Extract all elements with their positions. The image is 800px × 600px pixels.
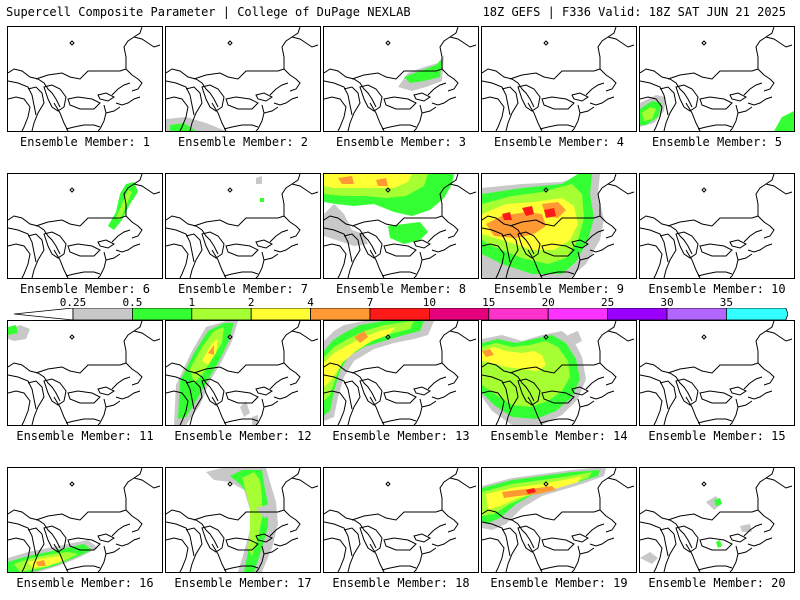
ensemble-member-label: Ensemble Member: 18: [332, 576, 470, 590]
colorbar-segment: [310, 308, 371, 320]
ensemble-member-label: Ensemble Member: 1: [19, 135, 151, 149]
ensemble-member-map: [165, 173, 321, 279]
colorbar: [14, 308, 788, 320]
colorbar-tick-label: 0.5: [122, 296, 143, 309]
member-map-graphic: [8, 27, 161, 131]
ensemble-member-map: [639, 320, 795, 426]
ensemble-member-label: Ensemble Member: 20: [648, 576, 786, 590]
member-map-graphic: [324, 27, 477, 131]
member-map-graphic: [482, 468, 635, 572]
ensemble-member-label: Ensemble Member: 19: [490, 576, 628, 590]
ensemble-member-label: Ensemble Member: 13: [332, 429, 470, 443]
colorbar-tick-label: 7: [366, 296, 374, 309]
member-map-graphic: [640, 468, 793, 572]
ensemble-member-map: [481, 467, 637, 573]
colorbar-tick-label: 35: [719, 296, 734, 309]
ensemble-member-label: Ensemble Member: 16: [16, 576, 154, 590]
ensemble-member-label: Ensemble Member: 6: [19, 282, 151, 296]
member-map-graphic: [640, 174, 793, 278]
ensemble-member-map: [639, 467, 795, 573]
colorbar-tick-label: 4: [307, 296, 314, 309]
colorbar-segment: [428, 308, 490, 320]
member-map-graphic: [166, 321, 319, 425]
colorbar-tick-label: 10: [422, 296, 437, 309]
colorbar-tick-label: 0.25: [59, 296, 87, 309]
colorbar-segment: [132, 308, 193, 320]
colorbar-segment: [191, 308, 252, 320]
colorbar-segment: [488, 308, 549, 320]
ensemble-member-map: [481, 320, 637, 426]
ensemble-member-label: Ensemble Member: 7: [177, 282, 309, 296]
ensemble-member-map: [323, 467, 479, 573]
map-title: Supercell Composite Parameter | College …: [6, 5, 411, 19]
ensemble-member-label: Ensemble Member: 4: [493, 135, 625, 149]
member-map-graphic: [8, 468, 161, 572]
colorbar-tick-label: 2: [247, 296, 255, 309]
colorbar-segment: [547, 308, 609, 320]
ensemble-member-map: [7, 173, 163, 279]
colorbar-left-arrow: [14, 308, 74, 320]
ensemble-member-label: Ensemble Member: 11: [16, 429, 154, 443]
member-map-graphic: [8, 174, 161, 278]
ensemble-member-label: Ensemble Member: 9: [493, 282, 625, 296]
member-map-graphic: [482, 321, 635, 425]
colorbar-segment: [250, 308, 311, 320]
member-map-graphic: [166, 27, 319, 131]
member-map-graphic: [324, 321, 477, 425]
colorbar-tick-label: 1: [188, 296, 196, 309]
ensemble-member-map: [165, 467, 321, 573]
member-map-graphic: [482, 27, 635, 131]
colorbar-tick-label: 30: [660, 296, 674, 309]
ensemble-member-map: [7, 26, 163, 132]
ensemble-member-label: Ensemble Member: 14: [490, 429, 628, 443]
ensemble-member-map: [639, 173, 795, 279]
ensemble-member-label: Ensemble Member: 3: [335, 135, 467, 149]
member-map-graphic: [482, 174, 635, 278]
colorbar-segment: [607, 308, 668, 320]
member-map-graphic: [324, 468, 477, 572]
colorbar-segment: [72, 308, 133, 320]
colorbar-segment: [726, 308, 788, 320]
ensemble-member-label: Ensemble Member: 15: [648, 429, 786, 443]
member-map-graphic: [166, 468, 319, 572]
ensemble-member-map: [165, 320, 321, 426]
member-map-graphic: [166, 174, 319, 278]
ensemble-member-map: [481, 173, 637, 279]
ensemble-member-map: [639, 26, 795, 132]
ensemble-member-label: Ensemble Member: 5: [651, 135, 783, 149]
colorbar-tick-label: 25: [600, 296, 615, 309]
member-map-graphic: [640, 321, 793, 425]
ensemble-member-label: Ensemble Member: 17: [174, 576, 312, 590]
ensemble-member-map: [323, 26, 479, 132]
ensemble-member-map: [323, 320, 479, 426]
colorbar-tick-label: 20: [541, 296, 555, 309]
ensemble-member-label: Ensemble Member: 8: [335, 282, 467, 296]
colorbar-segment: [369, 308, 430, 320]
ensemble-member-map: [323, 173, 479, 279]
ensemble-member-label: Ensemble Member: 10: [648, 282, 786, 296]
ensemble-member-label: Ensemble Member: 12: [174, 429, 312, 443]
member-map-graphic: [640, 27, 794, 131]
member-map-graphic: [324, 174, 477, 278]
ensemble-member-map: [165, 26, 321, 132]
colorbar-tick-label: 15: [482, 296, 496, 309]
colorbar-segment: [666, 308, 727, 320]
ensemble-member-label: Ensemble Member: 2: [177, 135, 309, 149]
ensemble-member-map: [481, 26, 637, 132]
member-map-graphic: [8, 321, 161, 425]
ensemble-member-map: [7, 320, 163, 426]
ensemble-member-map: [7, 467, 163, 573]
valid-time-label: 18Z GEFS | F336 Valid: 18Z SAT JUN 21 20…: [482, 5, 786, 19]
